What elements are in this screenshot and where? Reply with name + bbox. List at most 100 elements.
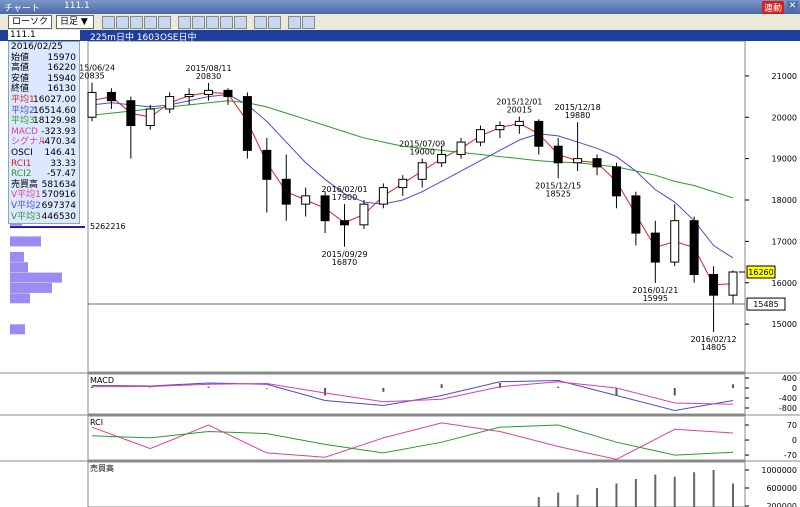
- info-row: RCI2 -57.47: [9, 169, 79, 180]
- candle-body: [165, 96, 175, 110]
- info-row: 始値 15970: [9, 53, 79, 64]
- chart-kind-select[interactable]: ローソク ▼: [8, 15, 52, 39]
- session-label: 225m日中 1603: [90, 33, 160, 43]
- tool-icon[interactable]: [302, 16, 315, 29]
- candle-body: [145, 108, 155, 127]
- annotation-value: 16870: [332, 258, 357, 267]
- tool-icon[interactable]: [192, 16, 205, 29]
- candle-body: [611, 166, 621, 197]
- info-label: シグナル: [11, 137, 48, 148]
- y-tick-label: 17000: [772, 237, 797, 246]
- info-label: 高値: [11, 63, 30, 74]
- y-tick-label: 400: [782, 374, 797, 383]
- toolbar: ローソク ▼ 日足 ▼: [0, 14, 800, 39]
- indicator-line: [91, 93, 734, 259]
- info-value: 15970: [47, 52, 76, 63]
- reference-badge: [746, 297, 786, 311]
- info-label: 売買高: [11, 179, 39, 190]
- close-button[interactable]: ✕: [787, 1, 798, 11]
- candle-body: [378, 187, 388, 205]
- y-tick-label: 0: [792, 436, 797, 445]
- tool-icon[interactable]: [288, 16, 301, 29]
- y-tick-label: 70: [787, 421, 797, 430]
- candle-body: [495, 125, 505, 131]
- info-value: -323.93: [41, 126, 76, 137]
- indicator-line: [91, 381, 734, 405]
- candle-body: [223, 89, 233, 98]
- candle-body: [670, 220, 680, 263]
- tool-icon[interactable]: [130, 16, 143, 29]
- info-row: 売買高 581634: [9, 180, 79, 191]
- y-tick-label: 15000: [772, 320, 797, 329]
- annotation-date: 2015/09/29: [321, 250, 367, 259]
- candle-body: [417, 162, 427, 180]
- info-row: 平均3 18129.98: [9, 116, 79, 127]
- tool-icon[interactable]: [206, 16, 219, 29]
- tool-icon[interactable]: [234, 16, 247, 29]
- osci-bar: [440, 384, 443, 388]
- annotation-date: 2015/08/11: [185, 64, 231, 73]
- candle-body: [359, 203, 369, 226]
- volume-bar: [673, 476, 676, 507]
- tool-icon[interactable]: [254, 16, 267, 29]
- y-tick-label: 21000: [772, 72, 797, 81]
- info-label: 安値: [11, 73, 30, 84]
- volume-bar: [537, 497, 540, 507]
- annotation-value: 17900: [332, 193, 357, 202]
- tool-icon[interactable]: [116, 16, 129, 29]
- info-value: -470.34: [41, 137, 76, 148]
- indicator-line: [91, 100, 734, 199]
- tool-icon[interactable]: [178, 16, 191, 29]
- annotation-date: 2015/07/09: [399, 140, 445, 149]
- info-row: 平均1 16027.00: [9, 95, 79, 106]
- tool-icon[interactable]: [158, 16, 171, 29]
- y-tick-label: -400: [779, 394, 797, 403]
- info-value: 16220: [47, 63, 76, 74]
- title-bar: チャート 111.1 連動 ✕: [0, 0, 800, 14]
- osci-bar: [382, 388, 385, 392]
- annotation-value: 15995: [643, 294, 668, 303]
- info-label: 平均3: [11, 116, 35, 127]
- osci-bar: [732, 384, 734, 388]
- candle-body: [728, 271, 738, 296]
- info-label: RCI2: [11, 169, 32, 180]
- info-row: V平均2 697374: [9, 201, 79, 212]
- info-row: 高値 16220: [9, 63, 79, 74]
- period-select[interactable]: 日足 ▼: [56, 15, 94, 29]
- annotation-value: 20835: [79, 72, 104, 81]
- tool-icon[interactable]: [268, 16, 281, 29]
- symbol-input[interactable]: 111.1: [8, 30, 80, 40]
- y-tick-label: 19000: [772, 155, 797, 164]
- candle-body: [320, 195, 330, 222]
- window-title: チャート: [4, 4, 40, 14]
- info-date: 2016/02/25: [11, 42, 63, 52]
- indicator-line: [91, 424, 734, 456]
- candle-body: [689, 220, 699, 275]
- info-label: V平均3: [11, 211, 41, 222]
- candle-body: [87, 91, 97, 118]
- candle-body: [262, 149, 272, 180]
- info-value: 146.41: [44, 147, 77, 158]
- osci-bar: [673, 388, 676, 396]
- annotation-date: 2015/12/01: [496, 98, 542, 107]
- info-row: 終値 16130: [9, 84, 79, 95]
- y-tick-label: 1000000: [761, 466, 797, 475]
- candle-body: [534, 120, 544, 147]
- tool-icon[interactable]: [144, 16, 157, 29]
- volume-bar: [596, 488, 599, 507]
- osci-bar: [91, 386, 93, 388]
- annotation-date: 2015/12/18: [555, 103, 601, 112]
- tool-icon[interactable]: [220, 16, 233, 29]
- volume-bar: [576, 494, 579, 507]
- volume-bar: [615, 483, 618, 507]
- info-label: 始値: [11, 52, 30, 63]
- volume-profile-bar: [10, 282, 53, 293]
- info-value: 16514.60: [33, 105, 76, 116]
- info-label: MACD: [11, 126, 38, 137]
- link-button[interactable]: 連動: [761, 1, 784, 14]
- info-label: RCI1: [11, 158, 32, 169]
- tool-icon[interactable]: [102, 16, 115, 29]
- info-value: 581634: [41, 179, 76, 190]
- last-price-badge: [746, 265, 776, 279]
